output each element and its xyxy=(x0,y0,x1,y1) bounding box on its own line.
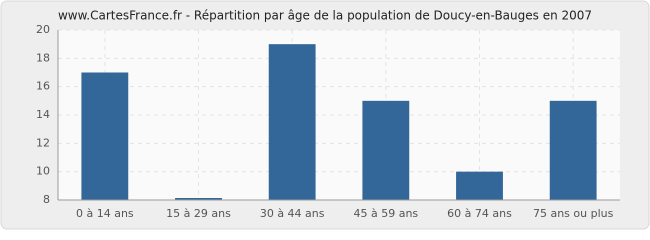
y-tick-label: 8 xyxy=(43,193,50,206)
y-tick-label: 14 xyxy=(36,108,50,121)
bar xyxy=(456,171,503,200)
x-tick-label: 30 à 44 ans xyxy=(260,207,325,220)
bar xyxy=(81,72,129,200)
y-tick-label: 16 xyxy=(36,80,50,93)
x-tick-label: 75 ans ou plus xyxy=(533,207,614,220)
bar xyxy=(175,198,222,200)
x-tick-label: 0 à 14 ans xyxy=(76,207,134,220)
y-tick-label: 20 xyxy=(36,23,50,36)
y-tick-label: 12 xyxy=(36,136,50,149)
bar xyxy=(362,100,410,200)
chart-title: www.CartesFrance.fr - Répartition par âg… xyxy=(58,9,592,23)
bar xyxy=(549,100,597,200)
x-tick-label: 45 à 59 ans xyxy=(353,207,418,220)
y-tick-label: 18 xyxy=(36,51,50,64)
chart: www.CartesFrance.fr - Répartition par âg… xyxy=(0,0,650,230)
y-tick-label: 10 xyxy=(36,165,50,178)
x-tick-label: 15 à 29 ans xyxy=(166,207,231,220)
x-tick-label: 60 à 74 ans xyxy=(447,207,512,220)
bar xyxy=(268,44,316,200)
